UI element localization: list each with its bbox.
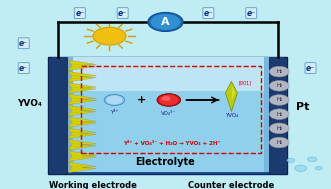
Text: YVO₄: YVO₄ [225,113,238,118]
Text: H₂: H₂ [276,69,282,74]
Polygon shape [68,151,96,161]
Bar [264,57,270,172]
Bar [52,57,283,172]
Circle shape [315,167,322,170]
Circle shape [148,13,183,31]
Bar [81,66,261,153]
Circle shape [269,137,289,148]
Circle shape [162,96,170,101]
Circle shape [295,165,307,171]
Circle shape [269,123,289,134]
Circle shape [159,95,179,105]
Bar [67,57,72,172]
Text: Electrolyte: Electrolyte [136,157,195,167]
Text: H₂: H₂ [276,140,282,145]
Polygon shape [68,139,96,150]
Text: e⁻: e⁻ [75,9,84,18]
Polygon shape [225,81,237,112]
Circle shape [287,158,295,162]
Text: [001]: [001] [239,81,252,86]
Text: e⁻: e⁻ [19,39,28,48]
Circle shape [157,94,181,106]
Text: H₂: H₂ [276,98,282,102]
Text: YVO₄: YVO₄ [17,99,42,108]
Circle shape [269,66,289,77]
Polygon shape [68,71,96,82]
Text: Y³⁺: Y³⁺ [110,110,118,115]
Polygon shape [68,162,96,173]
Text: e⁻: e⁻ [204,9,213,18]
Bar [269,57,287,174]
Text: H₂: H₂ [276,83,282,88]
Polygon shape [68,83,96,93]
Bar [48,57,67,174]
Text: e⁻: e⁻ [19,64,28,73]
Text: e⁻: e⁻ [118,9,127,18]
Circle shape [269,81,289,91]
Text: Y³⁺ + VO₄³⁻ + H₂O → YVO₄ + 2H⁺: Y³⁺ + VO₄³⁻ + H₂O → YVO₄ + 2H⁺ [122,141,220,146]
Polygon shape [68,60,96,70]
Text: +: + [137,95,146,105]
Circle shape [104,94,125,105]
Bar [48,57,287,174]
Text: e⁻: e⁻ [306,64,315,73]
Polygon shape [232,86,235,100]
Text: Working electrode: Working electrode [49,180,137,189]
Circle shape [151,14,180,30]
Text: A: A [161,17,170,27]
Text: H₂: H₂ [276,126,282,131]
Text: H₂: H₂ [276,112,282,117]
Circle shape [106,96,123,104]
Text: e⁻: e⁻ [247,9,256,18]
Polygon shape [68,94,96,105]
Circle shape [93,27,126,45]
Text: Pt: Pt [296,102,309,112]
Bar [68,57,268,91]
Polygon shape [68,105,96,116]
Circle shape [307,157,317,162]
Circle shape [269,109,289,119]
Circle shape [269,95,289,105]
Text: VO₄³⁻: VO₄³⁻ [161,111,176,116]
Polygon shape [68,128,96,139]
Text: Counter electrode: Counter electrode [188,180,274,189]
Polygon shape [68,117,96,127]
